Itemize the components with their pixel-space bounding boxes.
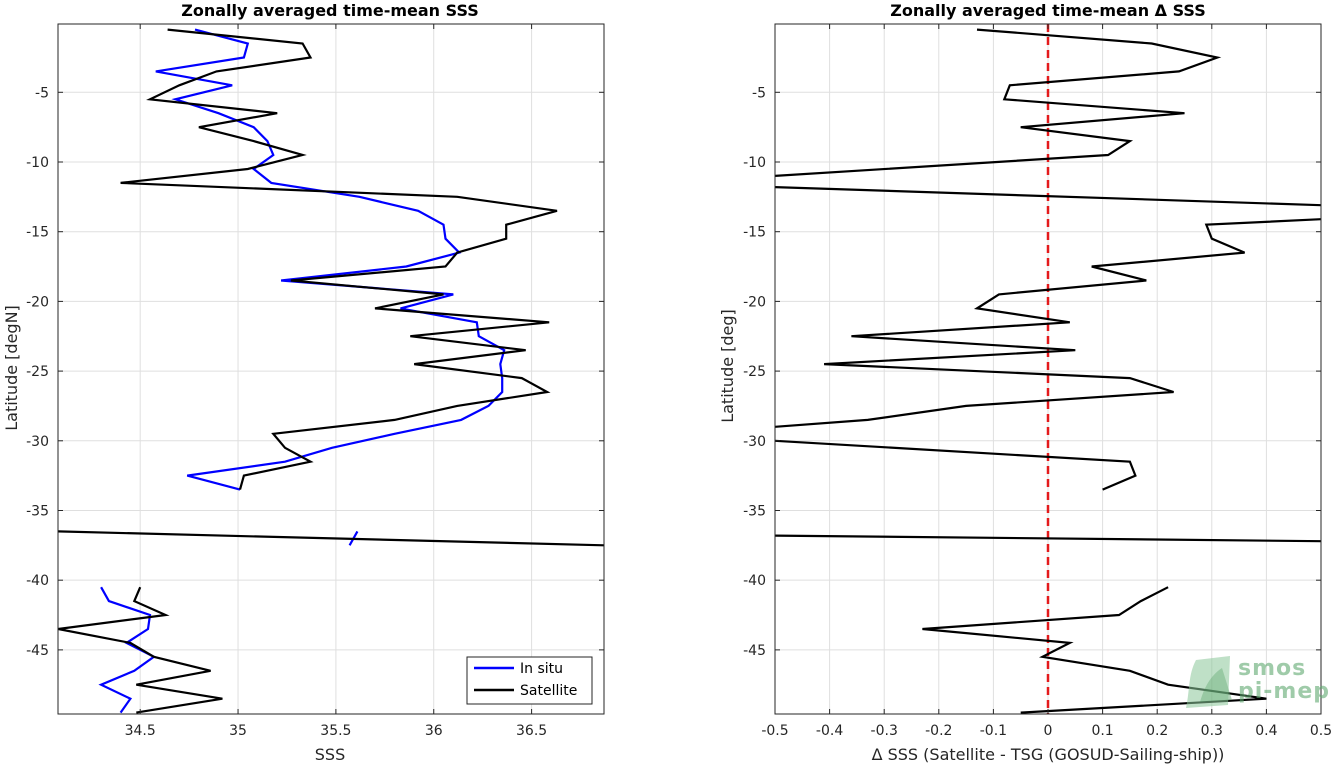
legend-box bbox=[466, 656, 593, 705]
sss-y-tick-label: -20 bbox=[26, 294, 49, 310]
sss-panel: 34.5 35 35.5 36 36.5 -5 -10 -15 -20 -25 -30 -35 -40 -… bbox=[2, 1, 605, 764]
series-line-delta bbox=[775, 218, 1321, 428]
sss-x-tick-label: 34.5 bbox=[125, 723, 156, 739]
right-chart-title: Zonally averaged time-mean Δ SSS bbox=[890, 1, 1206, 20]
delta-sss-y-tick-label: -35 bbox=[743, 503, 766, 519]
sss-x-tick-label: 35 bbox=[229, 723, 247, 739]
logo-text-smos: smos bbox=[1238, 656, 1306, 681]
delta-sss-x-tick-label: 0 bbox=[1044, 723, 1053, 739]
logo-wave-icon bbox=[1186, 656, 1230, 708]
sss-x-tick-label: 35.5 bbox=[320, 723, 351, 739]
smos-pi-mep-logo: smos pi-mep bbox=[1186, 656, 1330, 708]
sss-y-tick-label: -35 bbox=[26, 503, 49, 519]
delta-sss-panel: -0.5 -0.4 -0.3 -0.2 -0.1 0 0.1 0.2 0.3 0.4 0.5 -5 -1… bbox=[718, 1, 1332, 764]
sss-y-tick-label: -10 bbox=[26, 155, 49, 171]
left-x-axis-label: SSS bbox=[315, 745, 345, 764]
logo-text-pi-mep: pi-mep bbox=[1238, 679, 1330, 704]
delta-sss-x-tick-label: -0.4 bbox=[816, 723, 843, 739]
delta-sss-y-tick-label: -40 bbox=[743, 573, 766, 589]
delta-sss-plot-area: -0.5 -0.4 -0.3 -0.2 -0.1 0 0.1 0.2 0.3 0.4 0.5 -5 -1… bbox=[743, 23, 1332, 739]
legend: In situ Satellite bbox=[466, 656, 593, 705]
sss-axes-background bbox=[58, 24, 604, 714]
delta-sss-x-tick-label: 0.5 bbox=[1310, 723, 1332, 739]
legend-label-satellite: Satellite bbox=[520, 683, 577, 699]
delta-sss-x-tick-label: -0.5 bbox=[761, 723, 788, 739]
sss-y-tick-label: -30 bbox=[26, 434, 49, 450]
delta-sss-x-tick-label: -0.1 bbox=[980, 723, 1007, 739]
right-x-axis-label: Δ SSS (Satellite - TSG (GOSUD-Sailing-sh… bbox=[872, 745, 1225, 764]
series-line-delta bbox=[775, 28, 1222, 177]
delta-sss-y-tick-label: -5 bbox=[752, 85, 766, 101]
sss-y-tick-label: -45 bbox=[26, 643, 49, 659]
sss-y-tick-label: -5 bbox=[35, 85, 49, 101]
series-line-delta bbox=[775, 439, 1137, 491]
series-line-satellite bbox=[58, 586, 223, 714]
sss-y-tick-label: -15 bbox=[26, 225, 49, 241]
sss-y-tick-label: -40 bbox=[26, 573, 49, 589]
series-line-delta bbox=[775, 534, 1321, 543]
delta-sss-x-tick-label: 0.3 bbox=[1201, 723, 1223, 739]
delta-sss-x-tick-label: 0.1 bbox=[1091, 723, 1113, 739]
series-line-delta bbox=[775, 186, 1321, 207]
delta-sss-y-tick-label: -15 bbox=[743, 225, 766, 241]
delta-sss-x-tick-label: 0.2 bbox=[1146, 723, 1168, 739]
left-chart-title: Zonally averaged time-mean SSS bbox=[181, 1, 479, 20]
delta-sss-x-tick-label: 0.4 bbox=[1255, 723, 1277, 739]
series-line-satellite bbox=[120, 28, 558, 490]
delta-sss-x-tick-label: -0.2 bbox=[925, 723, 952, 739]
sss-y-tick-label: -25 bbox=[26, 364, 49, 380]
delta-sss-y-tick-label: -30 bbox=[743, 434, 766, 450]
legend-label-in-situ: In situ bbox=[520, 661, 563, 677]
sss-axes-box bbox=[57, 23, 605, 715]
series-line-satellite bbox=[58, 530, 604, 547]
left-y-axis-label: Latitude [degN] bbox=[2, 305, 21, 431]
delta-sss-y-tick-label: -25 bbox=[743, 364, 766, 380]
right-y-axis-label: Latitude [deg] bbox=[718, 309, 737, 423]
delta-sss-y-tick-label: -20 bbox=[743, 294, 766, 310]
delta-sss-y-tick-label: -45 bbox=[743, 643, 766, 659]
delta-sss-y-tick-label: -10 bbox=[743, 155, 766, 171]
sss-x-tick-label: 36 bbox=[425, 723, 443, 739]
sss-plot-area: 34.5 35 35.5 36 36.5 -5 -10 -15 -20 -25 -30 -35 -40 -… bbox=[26, 23, 605, 739]
sss-x-tick-label: 36.5 bbox=[516, 723, 547, 739]
series-line-in-situ bbox=[155, 28, 506, 491]
delta-sss-x-tick-label: -0.3 bbox=[871, 723, 898, 739]
